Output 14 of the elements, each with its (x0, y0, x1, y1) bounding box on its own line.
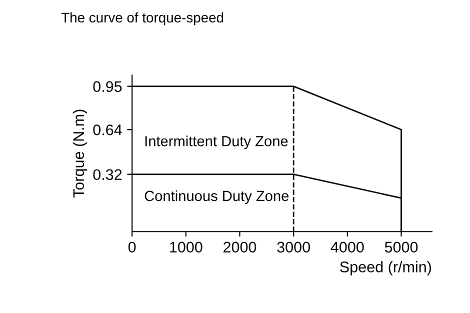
y-tick-label: 0.64 (93, 124, 122, 136)
y-tick-label: 0.95 (93, 81, 122, 92)
y-tick-label: 0.32 (93, 169, 122, 180)
x-axis-title: Speed (r/min) (340, 261, 431, 276)
chart-title: The curve of torque-speed (61, 12, 224, 26)
annotation: Intermittent Duty Zone (145, 136, 288, 150)
x-tick-label: 4000 (330, 242, 364, 253)
x-tick-label: 5000 (384, 242, 418, 253)
annotation: Continuous Duty Zone (144, 190, 289, 204)
x-tick-label: 2000 (224, 242, 256, 253)
x-tick-label: 0 (128, 242, 136, 253)
x-tick-label: 1000 (170, 242, 202, 253)
y-axis-title: Torque (N.m) (72, 110, 88, 198)
x-tick-label: 3000 (277, 242, 310, 253)
